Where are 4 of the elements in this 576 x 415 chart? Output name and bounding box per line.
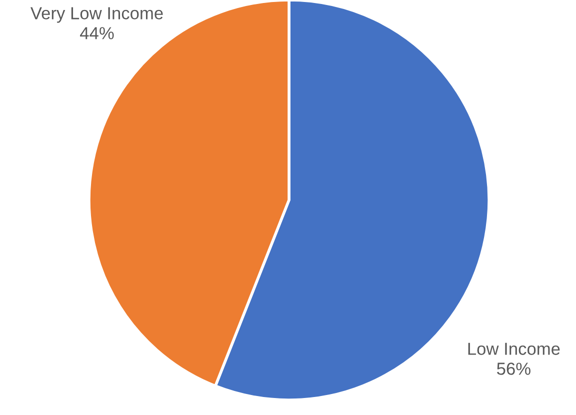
data-label: 56% xyxy=(497,362,530,375)
slice-label: Very Low Income xyxy=(30,7,163,23)
data-label: 44% xyxy=(80,27,114,40)
slice-label: Low Income xyxy=(468,342,560,355)
